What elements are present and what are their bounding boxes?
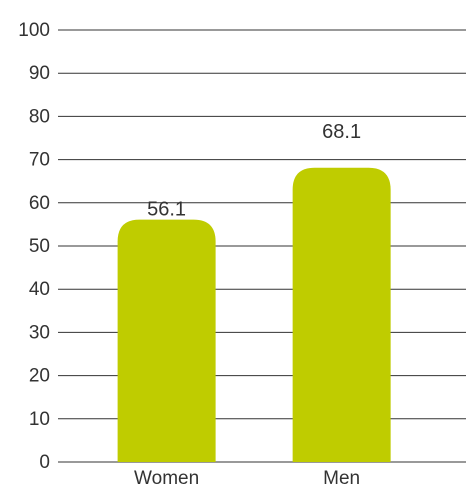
y-tick-label: 70 <box>29 150 50 171</box>
category-label-men: Men <box>323 468 360 489</box>
data-labels: 56.1 68.1 <box>147 121 361 221</box>
y-tick-label: 60 <box>29 193 50 214</box>
y-axis-tick-labels: 0 10 20 30 40 50 60 70 80 90 100 <box>18 20 50 473</box>
y-tick-label: 30 <box>29 322 50 343</box>
y-tick-label: 0 <box>39 452 50 473</box>
y-tick-label: 40 <box>29 279 50 300</box>
y-tick-label: 10 <box>29 409 50 430</box>
y-tick-label: 90 <box>29 63 50 84</box>
data-label-women: 56.1 <box>147 199 186 221</box>
y-tick-label: 80 <box>29 106 50 127</box>
bars <box>117 167 391 463</box>
category-label-women: Women <box>134 468 199 489</box>
y-tick-label: 20 <box>29 366 50 387</box>
y-tick-label: 50 <box>29 236 50 257</box>
bar-women <box>117 219 216 462</box>
y-tick-label: 100 <box>18 20 50 41</box>
x-axis-category-labels: Women Men <box>134 468 360 489</box>
bar-men <box>292 167 391 463</box>
data-label-men: 68.1 <box>322 121 361 143</box>
